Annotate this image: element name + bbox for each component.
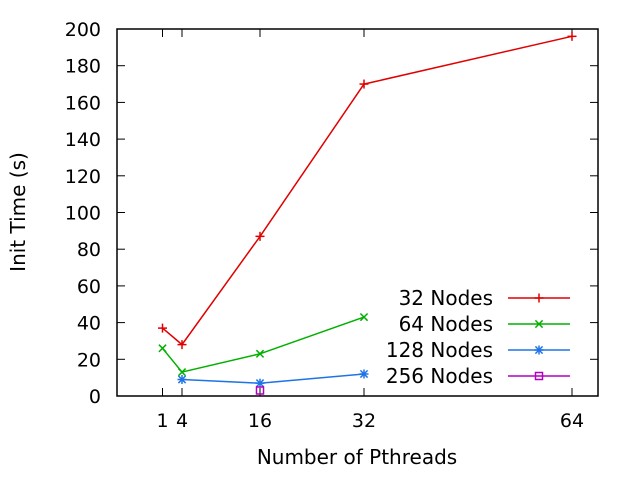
x-tick-label: 4 [176,410,188,432]
y-tick-label: 20 [77,349,101,371]
x-tick-label: 1 [156,410,168,432]
series-64-nodes [158,312,369,377]
data-point [534,345,544,355]
data-point [359,369,369,379]
series-line [181,373,365,384]
y-tick-label: 180 [65,56,101,78]
x-tick-label: 32 [352,410,376,432]
data-point [359,312,369,322]
y-tick-label: 40 [77,313,101,335]
data-point [255,231,265,241]
y-tick-label: 0 [89,386,101,408]
x-axis: 1 4 16 32 64 [156,29,584,432]
series-128-nodes [177,369,369,388]
x-tick-label: 64 [560,410,584,432]
y-axis-label: Init Time (s) [6,152,30,272]
y-tick-label: 60 [77,276,101,298]
data-point [255,386,265,395]
y-tick-label: 160 [65,92,101,114]
y-axis: 0 20 40 60 80 100 120 140 160 180 200 [65,19,598,408]
legend-label: 32 Nodes [399,286,493,310]
y-tick-label: 120 [65,166,101,188]
data-point [534,319,544,329]
series-layer [158,31,577,395]
x-axis-label: Number of Pthreads [257,445,457,469]
plot-frame [116,28,599,397]
data-point [534,371,544,381]
data-point [177,340,187,350]
data-point [177,374,187,384]
data-point [567,31,577,41]
x-tick-label: 16 [248,410,272,432]
data-point [158,344,167,353]
data-point [255,378,265,388]
data-point [359,79,369,89]
series-256-nodes [255,386,265,395]
y-tick-label: 200 [65,19,101,41]
data-point [158,323,167,333]
legend-label: 256 Nodes [386,364,493,388]
data-point [534,293,544,303]
series-line [161,316,365,373]
legend-label: 128 Nodes [386,338,493,362]
legend-label: 64 Nodes [399,312,493,336]
series-32-nodes [158,31,577,350]
y-tick-label: 80 [77,239,101,261]
data-point [177,368,187,377]
data-point [255,349,265,358]
y-tick-label: 140 [65,129,101,151]
y-tick-label: 100 [65,203,101,225]
